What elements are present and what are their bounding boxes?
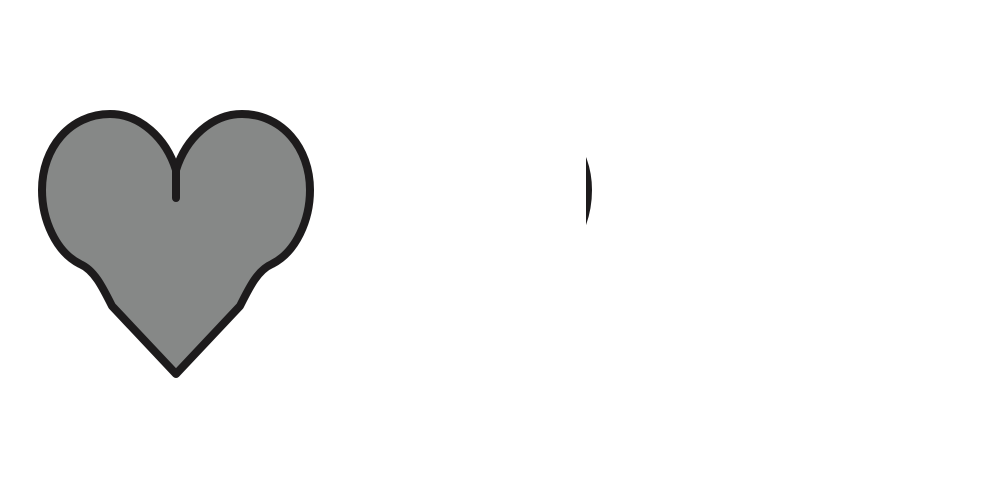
- heart-shape: [586, 157, 592, 225]
- half-heart-icon: [586, 157, 592, 225]
- heart-shape: [38, 110, 314, 378]
- full-heart-icon: [38, 110, 314, 378]
